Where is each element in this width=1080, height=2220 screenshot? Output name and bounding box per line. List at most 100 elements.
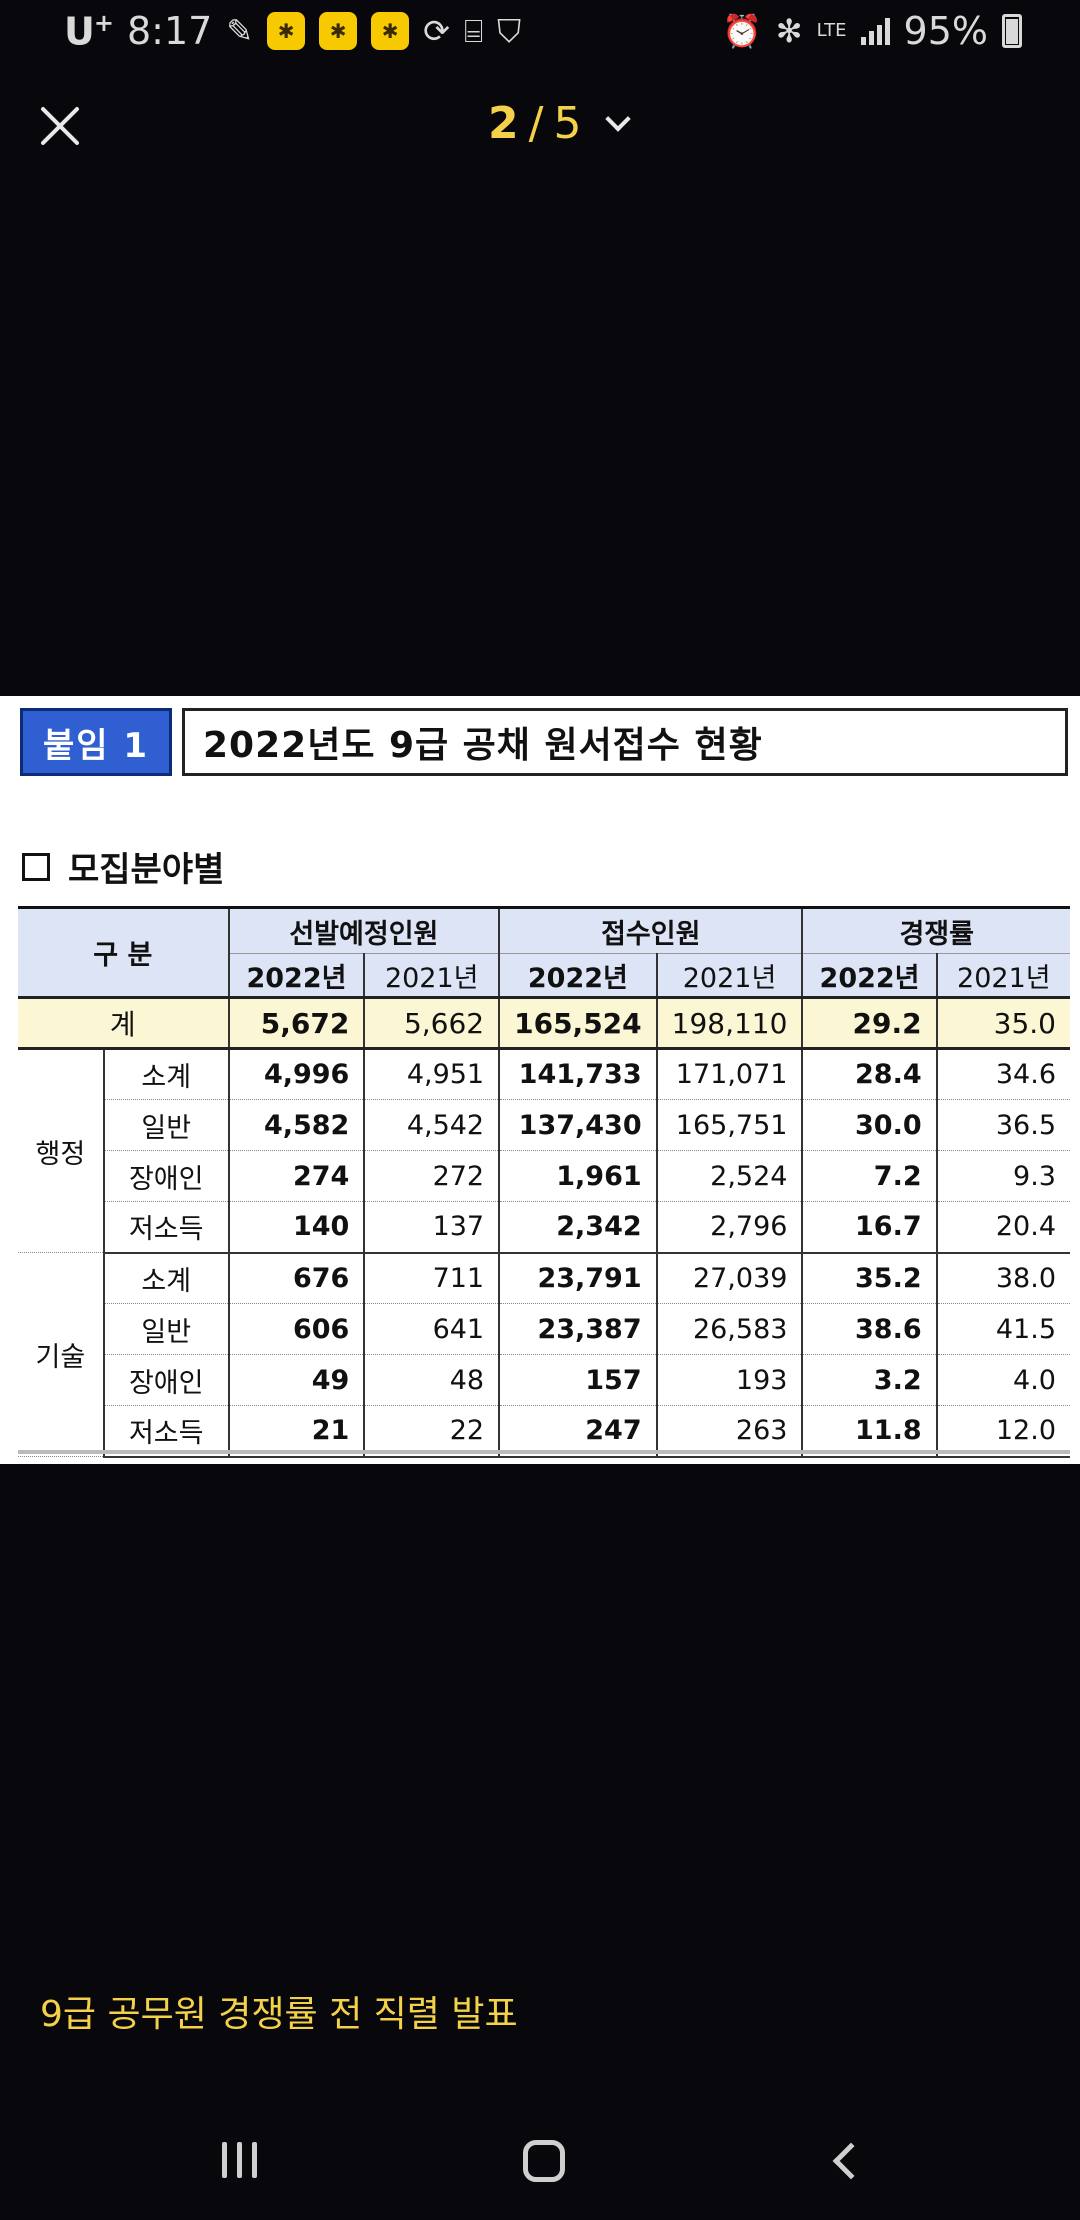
status-right: ⏰ ✻ LTE 95% [722, 0, 1022, 62]
section-title: 모집분야별 [68, 850, 225, 890]
header-year: 2022년 [802, 953, 938, 998]
page-selector[interactable]: 2 / 5 [488, 98, 632, 149]
table-cell: 28.4 [802, 1048, 938, 1100]
table-cell: 29.2 [802, 996, 938, 1050]
battery-percent: 95% [903, 9, 988, 53]
table-cell: 198,110 [656, 996, 804, 1050]
row-label: 저소득 [103, 1201, 230, 1254]
kakaotalk-notification-icon: ✱ [267, 12, 306, 50]
table-cell: 4,542 [364, 1099, 501, 1151]
table-row: 저소득 21 22 247 263 11.8 12.0 [18, 1405, 1070, 1458]
table-cell: 2,342 [499, 1201, 658, 1254]
table-cell: 2,524 [656, 1150, 804, 1202]
table-row: 저소득 140 137 2,342 2,796 16.7 20.4 [18, 1201, 1070, 1254]
clock: 8:17 [126, 9, 213, 53]
table-cell: 711 [364, 1252, 501, 1304]
signal-icon [860, 17, 890, 45]
table-cell: 141,733 [499, 1048, 658, 1100]
sync-icon: ⟳ [423, 12, 450, 50]
row-label: 소계 [103, 1252, 230, 1304]
header-year: 2021년 [656, 953, 804, 998]
alarm-icon: ⏰ [721, 12, 762, 50]
table-cell: 35.2 [802, 1252, 938, 1304]
table-cell: 27,039 [656, 1252, 804, 1304]
header-applicants: 접수인원 [499, 906, 804, 954]
group-label: 행정 [18, 1048, 105, 1253]
bluetooth-icon: ✻ [775, 12, 803, 50]
table-cell: 263 [656, 1405, 804, 1458]
back-icon[interactable] [832, 2142, 870, 2180]
kakaotalk-notification-icon: ✱ [371, 12, 410, 50]
table-cell: 48 [364, 1354, 501, 1406]
table-cell: 9.3 [936, 1150, 1070, 1202]
table-row: 장애인 49 48 157 193 3.2 4.0 [18, 1354, 1070, 1406]
table-cell: 137,430 [499, 1099, 658, 1151]
table-cell: 36.5 [936, 1099, 1070, 1151]
table-cell: 274 [228, 1150, 366, 1202]
total-pages: 5 [553, 98, 582, 149]
table-row: 장애인 274 272 1,961 2,524 7.2 9.3 [18, 1150, 1070, 1202]
table-cell: 2,796 [656, 1201, 804, 1254]
table-cell: 26,583 [656, 1303, 804, 1355]
doc-title: 2022년도 9급 공채 원서접수 현황 [182, 708, 1068, 776]
table-cell: 23,387 [499, 1303, 658, 1355]
table-cell: 7.2 [802, 1150, 938, 1202]
table-cell: 171,071 [656, 1048, 804, 1100]
row-label: 장애인 [103, 1150, 230, 1202]
table-cell: 272 [364, 1150, 501, 1202]
table-cell: 3.2 [802, 1354, 938, 1406]
lte-indicator: LTE [816, 20, 847, 41]
table-cell: 41.5 [936, 1303, 1070, 1355]
table-cell: 22 [364, 1405, 501, 1458]
shield-icon: ⛉ [497, 11, 522, 50]
row-label: 장애인 [103, 1354, 230, 1406]
kakaotalk-notification-icon: ✱ [319, 12, 358, 50]
table-cell: 606 [228, 1303, 366, 1355]
table-cell: 140 [228, 1201, 366, 1254]
table-cell: 35.0 [936, 996, 1070, 1050]
table-cell: 11.8 [802, 1405, 938, 1458]
doc-title-row: 붙임 1 2022년도 9급 공채 원서접수 현황 [20, 708, 1068, 776]
carrier-label: U+ [64, 8, 114, 54]
checkbox-square-icon [22, 852, 50, 881]
page-separator: / [528, 98, 544, 149]
table-cell: 34.6 [936, 1048, 1070, 1100]
divider [18, 1450, 1070, 1454]
table-cell: 4,996 [228, 1048, 366, 1100]
table-row: 기술 소계 676 711 23,791 27,039 35.2 38.0 [18, 1252, 1070, 1457]
row-label: 소계 [103, 1048, 230, 1100]
table-cell: 16.7 [802, 1201, 938, 1254]
close-icon[interactable] [34, 100, 86, 152]
home-icon[interactable] [523, 2140, 565, 2182]
stats-table: 구 분 선발예정인원 접수인원 경쟁률 2022년 2021년 2022년 20… [18, 906, 1070, 1458]
table-cell: 5,662 [364, 996, 501, 1050]
image-caption: 9급 공무원 경쟁률 전 직렬 발표 [40, 1994, 518, 2035]
group-label: 기술 [18, 1252, 105, 1457]
header-year: 2021년 [364, 953, 501, 998]
table-cell: 193 [656, 1354, 804, 1406]
row-label: 일반 [103, 1303, 230, 1355]
edit-icon: ✎ [226, 12, 254, 50]
header-category: 구 분 [18, 906, 230, 998]
table-cell: 247 [499, 1405, 658, 1458]
status-left: U+ 8:17 ✎ ✱ ✱ ✱ ⟳ ⌸ ⛉ [64, 9, 521, 54]
table-cell: 4.0 [936, 1354, 1070, 1406]
document-image[interactable]: 붙임 1 2022년도 9급 공채 원서접수 현황 모집분야별 구 분 선발예정… [0, 696, 1080, 1464]
recents-icon[interactable] [222, 2142, 257, 2178]
table-cell: 4,582 [228, 1099, 366, 1151]
header-selection: 선발예정인원 [228, 906, 501, 954]
total-label: 계 [18, 996, 230, 1050]
header-row: 구 분 선발예정인원 접수인원 경쟁률 [18, 906, 1070, 998]
table-cell: 12.0 [936, 1405, 1070, 1458]
table-cell: 21 [228, 1405, 366, 1458]
table-row: 일반 606 641 23,387 26,583 38.6 41.5 [18, 1303, 1070, 1355]
table-cell: 38.0 [936, 1252, 1070, 1304]
chevron-down-icon [605, 105, 632, 132]
navigation-bar [0, 2108, 1080, 2208]
table-cell: 23,791 [499, 1252, 658, 1304]
table-row: 행정 소계 4,996 4,951 141,733 171,071 28.4 3… [18, 1048, 1070, 1253]
header-year: 2022년 [228, 953, 366, 998]
table-cell: 20.4 [936, 1201, 1070, 1254]
battery-icon [1002, 14, 1022, 48]
header-year: 2021년 [936, 953, 1070, 998]
